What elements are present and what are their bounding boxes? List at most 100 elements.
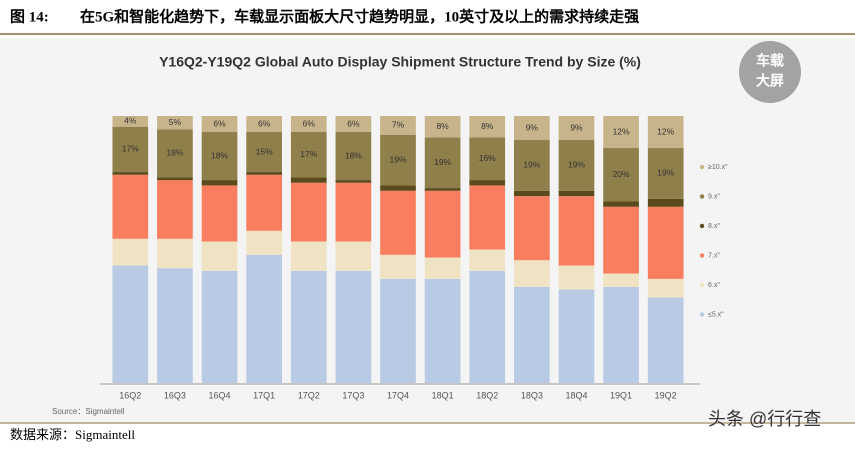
legend-swatch [699, 312, 705, 317]
bar-segment [647, 206, 684, 279]
value-label: 6% [347, 118, 360, 128]
value-label: 20% [613, 169, 630, 179]
value-label: 8% [436, 121, 449, 131]
bar-segment [514, 196, 550, 261]
bar-segment [558, 140, 595, 191]
bar-segment [112, 174, 149, 239]
bar-segment [380, 185, 416, 191]
bar-segment [246, 230, 282, 255]
bar-segment [558, 265, 595, 290]
value-label: 6% [258, 118, 271, 128]
value-label: 19% [568, 160, 585, 170]
bar-segment [246, 132, 282, 173]
bar-segment [514, 190, 550, 197]
chart-title: Y16Q2-Y19Q2 Global Auto Display Shipment… [159, 54, 641, 70]
bar-segment [201, 116, 238, 133]
bar-segment [246, 174, 282, 231]
bar-segment [603, 201, 639, 207]
bar-segment [246, 254, 282, 383]
bar-segment [157, 268, 193, 383]
figure-label: 图 14: [10, 8, 49, 25]
value-label: 8% [481, 121, 494, 131]
bar-segment [335, 182, 372, 242]
x-tick-label: 18Q2 [476, 390, 498, 400]
legend-label: 8.x" [708, 223, 720, 230]
bar-segment [290, 177, 327, 183]
bar-segment [335, 116, 372, 133]
x-tick-label: 16Q4 [209, 390, 231, 400]
x-tick-label: 17Q3 [342, 390, 364, 400]
x-tick-label: 17Q1 [253, 390, 275, 400]
bar-segment [424, 188, 461, 191]
bar-segment [157, 238, 193, 269]
bar-segment [558, 190, 595, 197]
bar-segment [380, 116, 416, 135]
watermark: 头条 @行行查 [708, 409, 821, 429]
bar-segment [112, 265, 149, 383]
value-label: 6% [303, 118, 316, 128]
bar-segment [201, 270, 238, 383]
bar-segment [424, 116, 461, 138]
value-label: 18% [166, 148, 183, 158]
bar-segment [514, 260, 550, 287]
bar-segment [246, 116, 282, 133]
bar-segment [469, 180, 506, 186]
value-label: 17% [122, 144, 139, 154]
bar-segment [380, 278, 416, 383]
value-label: 19% [657, 168, 674, 178]
value-label: 19% [389, 154, 406, 164]
bar-segment [514, 140, 550, 191]
bar-segment [335, 132, 372, 181]
x-tick-label: 18Q1 [432, 390, 454, 400]
legend-swatch [699, 282, 705, 288]
bar-segment [112, 238, 149, 266]
legend-label: 9.x" [708, 193, 720, 200]
bar-segment [514, 286, 550, 383]
legend-label: 6.x" [708, 282, 720, 289]
bar-segment [424, 257, 461, 279]
bar-segment [603, 206, 639, 274]
legend-label: ≥10.x" [708, 164, 728, 171]
value-label: 7% [392, 120, 405, 130]
bar-segment [290, 132, 327, 178]
bar-segment [157, 116, 193, 130]
bar-segment [335, 180, 372, 183]
value-label: 19% [523, 160, 540, 170]
bar-segment [603, 148, 639, 202]
bar-segment [424, 137, 461, 189]
bar-segment [157, 129, 193, 178]
x-tick-label: 18Q4 [565, 390, 587, 400]
bar-segment [201, 180, 238, 186]
badge-text: 大屏 [756, 73, 784, 89]
value-label: 15% [256, 146, 273, 156]
badge [739, 41, 801, 103]
value-label: 12% [657, 126, 674, 136]
value-label: 18% [345, 150, 362, 160]
x-tick-label: 16Q3 [164, 390, 186, 400]
bar-segment [469, 270, 506, 383]
value-label: 9% [570, 122, 583, 132]
bar-segment [157, 180, 193, 239]
bar-segment [647, 278, 684, 298]
bar-segment [424, 190, 461, 258]
value-label: 6% [213, 118, 226, 128]
bar-segment [201, 185, 238, 242]
bar-segment [647, 148, 684, 199]
value-label: 4% [124, 116, 137, 126]
bar-segment [424, 278, 461, 383]
bar-segment [290, 182, 327, 242]
bar-segment [558, 116, 595, 141]
bar-segment [290, 270, 327, 383]
bar-segment [558, 196, 595, 266]
legend-label: 7.x" [708, 252, 720, 259]
bar-segment [380, 134, 416, 186]
bar-segment [469, 185, 506, 250]
value-label: 18% [211, 150, 228, 160]
bar-segment [290, 241, 327, 271]
legend-label: ≤5.x" [708, 311, 724, 318]
bar-segment [335, 270, 372, 383]
x-tick-label: 17Q2 [298, 390, 320, 400]
bar-segment [201, 132, 238, 181]
